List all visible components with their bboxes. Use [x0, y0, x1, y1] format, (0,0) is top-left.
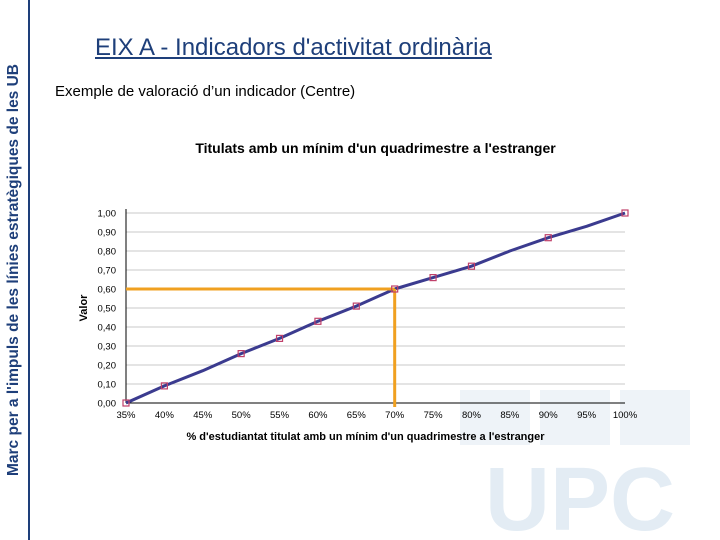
y-tick-label: 0,60	[98, 285, 117, 296]
x-tick-label: 50%	[232, 410, 252, 421]
y-tick-label: 0,20	[98, 361, 117, 372]
x-tick-label: 70%	[385, 410, 405, 421]
data-point-marker	[314, 317, 322, 325]
data-point-marker	[544, 234, 552, 242]
x-tick-label: 100%	[613, 410, 638, 421]
data-point-marker	[122, 399, 130, 407]
side-banner-text: Marc per a l'impuls de les línies estrat…	[5, 63, 22, 477]
x-tick-label: 55%	[270, 410, 290, 421]
y-tick-label: 0,90	[98, 228, 117, 239]
page-title: EIX A - Indicadors d'activitat ordinària	[95, 34, 492, 61]
x-tick-label: 75%	[424, 410, 444, 421]
x-tick-label: 40%	[155, 410, 175, 421]
y-tick-label: 0,70	[98, 266, 117, 277]
svg-text:UPC: UPC	[485, 450, 675, 540]
x-tick-label: 65%	[347, 410, 367, 421]
side-banner: Marc per a l'impuls de les línies estrat…	[0, 0, 30, 540]
data-point-marker	[429, 274, 437, 282]
x-tick-label: 80%	[462, 410, 482, 421]
data-point-marker	[391, 285, 399, 293]
y-tick-label: 0,50	[98, 304, 117, 315]
x-tick-label: 60%	[308, 410, 328, 421]
x-tick-label: 90%	[539, 410, 559, 421]
line-chart: Titulats amb un mínim d'un quadrimestre …	[78, 140, 638, 443]
y-tick-label: 0,80	[98, 247, 117, 258]
x-tick-label: 95%	[577, 410, 597, 421]
slide-subtitle: Exemple de valoració d’un indicador (Cen…	[55, 83, 356, 100]
x-axis-label: % d'estudiantat titulat amb un mínim d'u…	[186, 431, 545, 443]
data-point-marker	[275, 334, 284, 342]
data-point-marker	[237, 350, 245, 358]
y-tick-label: 0,40	[98, 323, 117, 334]
data-point-marker	[467, 262, 476, 270]
series-line	[125, 211, 626, 405]
data-point-marker	[621, 209, 629, 217]
data-point-marker	[352, 302, 360, 310]
y-tick-label: 0,00	[98, 399, 117, 410]
x-tick-label: 35%	[116, 410, 136, 421]
data-point-marker	[160, 382, 168, 390]
y-tick-label: 0,30	[98, 342, 117, 353]
x-tick-label: 85%	[500, 410, 520, 421]
y-tick-label: 0,10	[98, 380, 117, 391]
x-tick-label: 45%	[193, 410, 213, 421]
y-tick-label: 1,00	[98, 209, 117, 220]
y-axis-label: Valor	[78, 294, 90, 322]
chart-title: Titulats amb un mínim d'un quadrimestre …	[195, 140, 556, 156]
